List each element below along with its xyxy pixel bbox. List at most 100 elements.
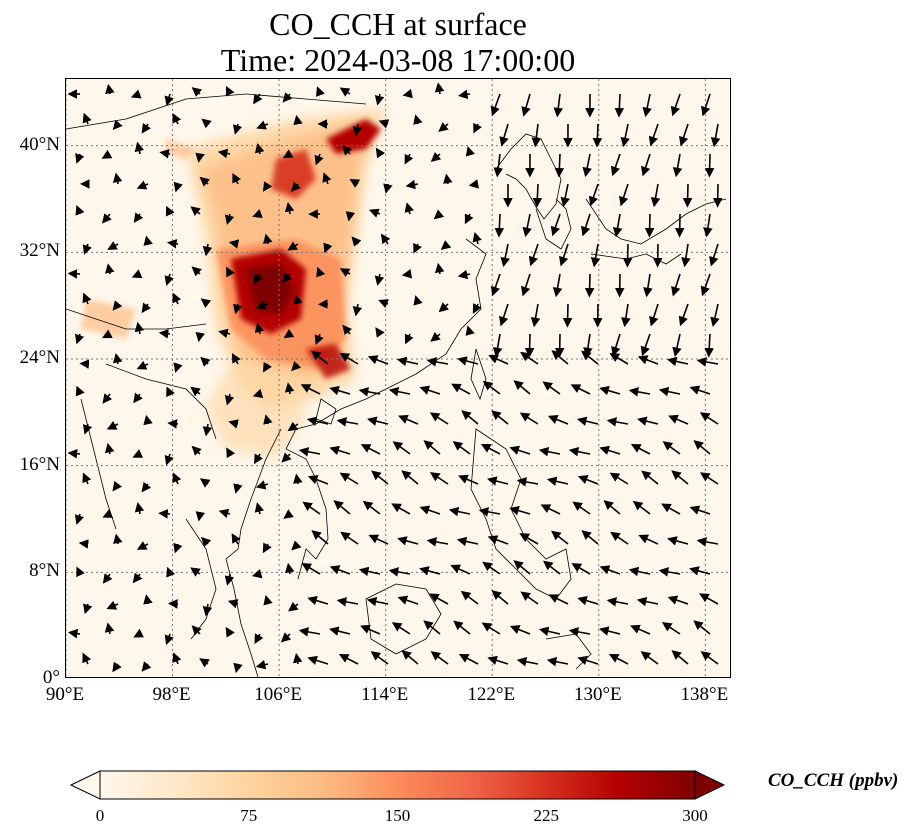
wind-arrow (433, 209, 445, 220)
wind-arrow (554, 153, 565, 178)
wind-arrow (133, 392, 143, 404)
wind-arrow (311, 530, 329, 545)
wind-arrow (329, 385, 351, 396)
plot-timestamp: Time: 2024-03-08 17:00:00 (220, 42, 576, 78)
wind-arrow (581, 213, 591, 237)
wind-arrow (333, 500, 351, 515)
wind-arrow (291, 540, 302, 551)
wind-vectors (67, 82, 723, 674)
wind-arrow (374, 273, 385, 286)
wind-arrow (540, 504, 561, 515)
wind-arrow (112, 172, 123, 185)
wind-arrow (329, 626, 351, 636)
lon-tick-label: 90°E (45, 684, 85, 705)
wind-arrow (200, 356, 211, 367)
wind-arrow (499, 123, 509, 147)
wind-arrow (307, 475, 329, 485)
lat-tick-label: 16°N (19, 453, 60, 475)
wind-arrow (233, 662, 243, 674)
wind-arrow (141, 302, 152, 314)
wind-arrow (141, 122, 151, 134)
wind-arrow (314, 333, 324, 345)
wind-arrow (584, 273, 595, 298)
wind-arrow (107, 241, 119, 250)
wind-arrow (200, 298, 212, 308)
wind-arrow (288, 601, 299, 612)
wind-arrow (681, 243, 691, 268)
wind-arrow (532, 183, 543, 208)
wind-arrow (342, 324, 353, 336)
wind-arrow (458, 474, 479, 485)
wind-arrow (67, 628, 81, 639)
wind-arrow (134, 141, 145, 155)
wind-arrow (661, 622, 681, 635)
wind-arrow (112, 119, 123, 131)
wind-arrow (429, 412, 449, 425)
wind-arrow (168, 599, 179, 609)
wind-arrow (661, 503, 681, 515)
wind-arrow (360, 444, 381, 455)
wind-arrow (458, 89, 471, 100)
wind-arrow (345, 211, 356, 222)
wind-arrow (254, 502, 265, 515)
wind-arrow (630, 624, 651, 635)
wind-arrow (666, 356, 689, 367)
wind-arrow (173, 542, 183, 554)
wind-arrow (434, 262, 445, 275)
lat-tick-label: 32°N (19, 240, 60, 262)
wind-arrow (699, 412, 719, 425)
wind-arrow (559, 243, 569, 267)
wind-arrow (349, 178, 361, 188)
wind-arrow (709, 243, 719, 267)
wind-arrow (670, 93, 681, 117)
wind-arrow (360, 624, 381, 635)
wind-arrow (430, 152, 442, 162)
wind-arrow (254, 633, 264, 645)
wind-arrow (577, 655, 599, 665)
wind-arrow (380, 233, 391, 245)
wind-arrow (637, 416, 659, 426)
wind-arrow (413, 295, 423, 306)
wind-arrow (293, 114, 303, 126)
wind-arrow (167, 239, 179, 249)
wind-arrow (609, 472, 629, 485)
wind-arrow (546, 657, 569, 667)
wind-arrow (218, 508, 231, 519)
wind-arrow (233, 483, 243, 494)
wind-arrow (284, 382, 295, 395)
wind-arrow (164, 273, 174, 286)
wind-arrow (362, 500, 381, 515)
wind-arrow (577, 475, 599, 485)
wind-arrow (609, 352, 629, 365)
wind-arrow (682, 183, 693, 208)
wind-arrow (375, 327, 385, 338)
wind-arrow (253, 93, 263, 105)
wind-arrow (224, 393, 235, 406)
wind-arrow (599, 385, 621, 396)
wind-arrow (551, 350, 569, 365)
wind-arrow (282, 92, 293, 103)
map-panel (65, 78, 731, 678)
wind-arrow (293, 473, 303, 485)
wind-arrow (572, 501, 591, 515)
wind-arrow (228, 419, 239, 429)
wind-arrow (322, 172, 332, 185)
wind-arrow (568, 627, 591, 637)
wind-arrow (201, 118, 212, 129)
wind-arrow (255, 480, 269, 490)
wind-arrow (643, 273, 653, 298)
lat-tick-label: 40°N (19, 133, 60, 155)
wind-arrow (482, 561, 501, 575)
wind-arrow (583, 333, 593, 358)
lon-tick-label: 98°E (152, 684, 191, 705)
wind-arrow (493, 153, 504, 178)
wind-arrow (622, 243, 633, 268)
wind-arrow (166, 566, 176, 578)
colorbar-tick-label: 150 (384, 806, 411, 825)
wind-arrow (509, 445, 531, 455)
wind-arrow (453, 620, 471, 635)
wind-arrow (370, 651, 389, 665)
wind-arrow (283, 509, 294, 519)
wind-arrow (133, 212, 144, 223)
wind-arrow (628, 566, 651, 577)
